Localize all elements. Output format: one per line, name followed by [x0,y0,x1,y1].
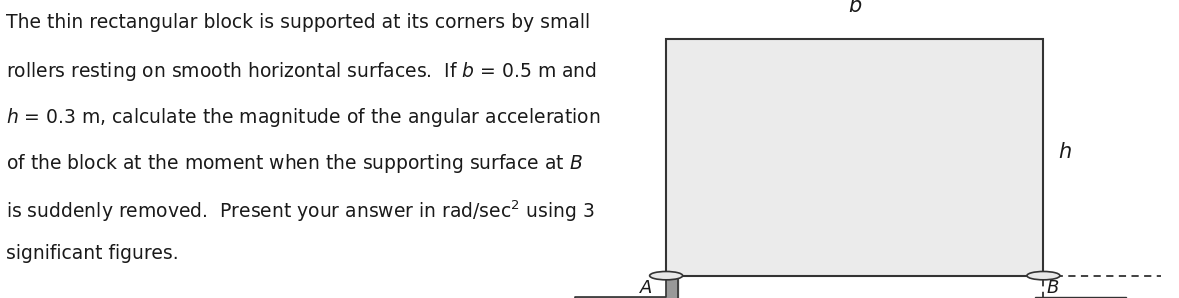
Circle shape [1027,271,1060,280]
Text: $h$: $h$ [1058,142,1072,162]
Text: significant figures.: significant figures. [6,244,178,263]
Text: $h$ = 0.3 m, calculate the magnitude of the angular acceleration: $h$ = 0.3 m, calculate the magnitude of … [6,106,600,129]
Text: The thin rectangular block is supported at its corners by small: The thin rectangular block is supported … [6,13,590,32]
Text: of the block at the moment when the supporting surface at $B$: of the block at the moment when the supp… [6,152,582,175]
Text: $b$: $b$ [848,0,862,16]
Circle shape [650,271,683,280]
Bar [1035,297,1126,298]
Text: $A$: $A$ [639,279,653,297]
Text: $B$: $B$ [1046,279,1059,297]
Bar [666,39,1043,276]
Polygon shape [575,276,678,298]
Text: is suddenly removed.  Present your answer in rad/sec$^2$ using 3: is suddenly removed. Present your answer… [6,198,594,224]
Text: rollers resting on smooth horizontal surfaces.  If $b$ = 0.5 m and: rollers resting on smooth horizontal sur… [6,60,597,83]
